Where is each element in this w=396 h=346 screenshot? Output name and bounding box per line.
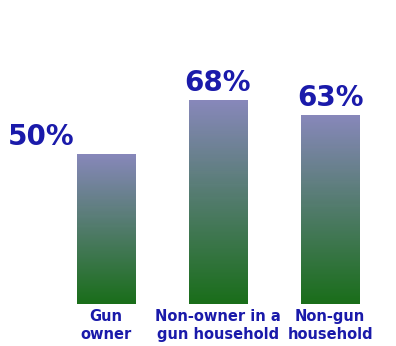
Text: 68%: 68% <box>185 69 251 97</box>
Text: 63%: 63% <box>297 84 364 112</box>
Text: 50%: 50% <box>8 123 74 151</box>
